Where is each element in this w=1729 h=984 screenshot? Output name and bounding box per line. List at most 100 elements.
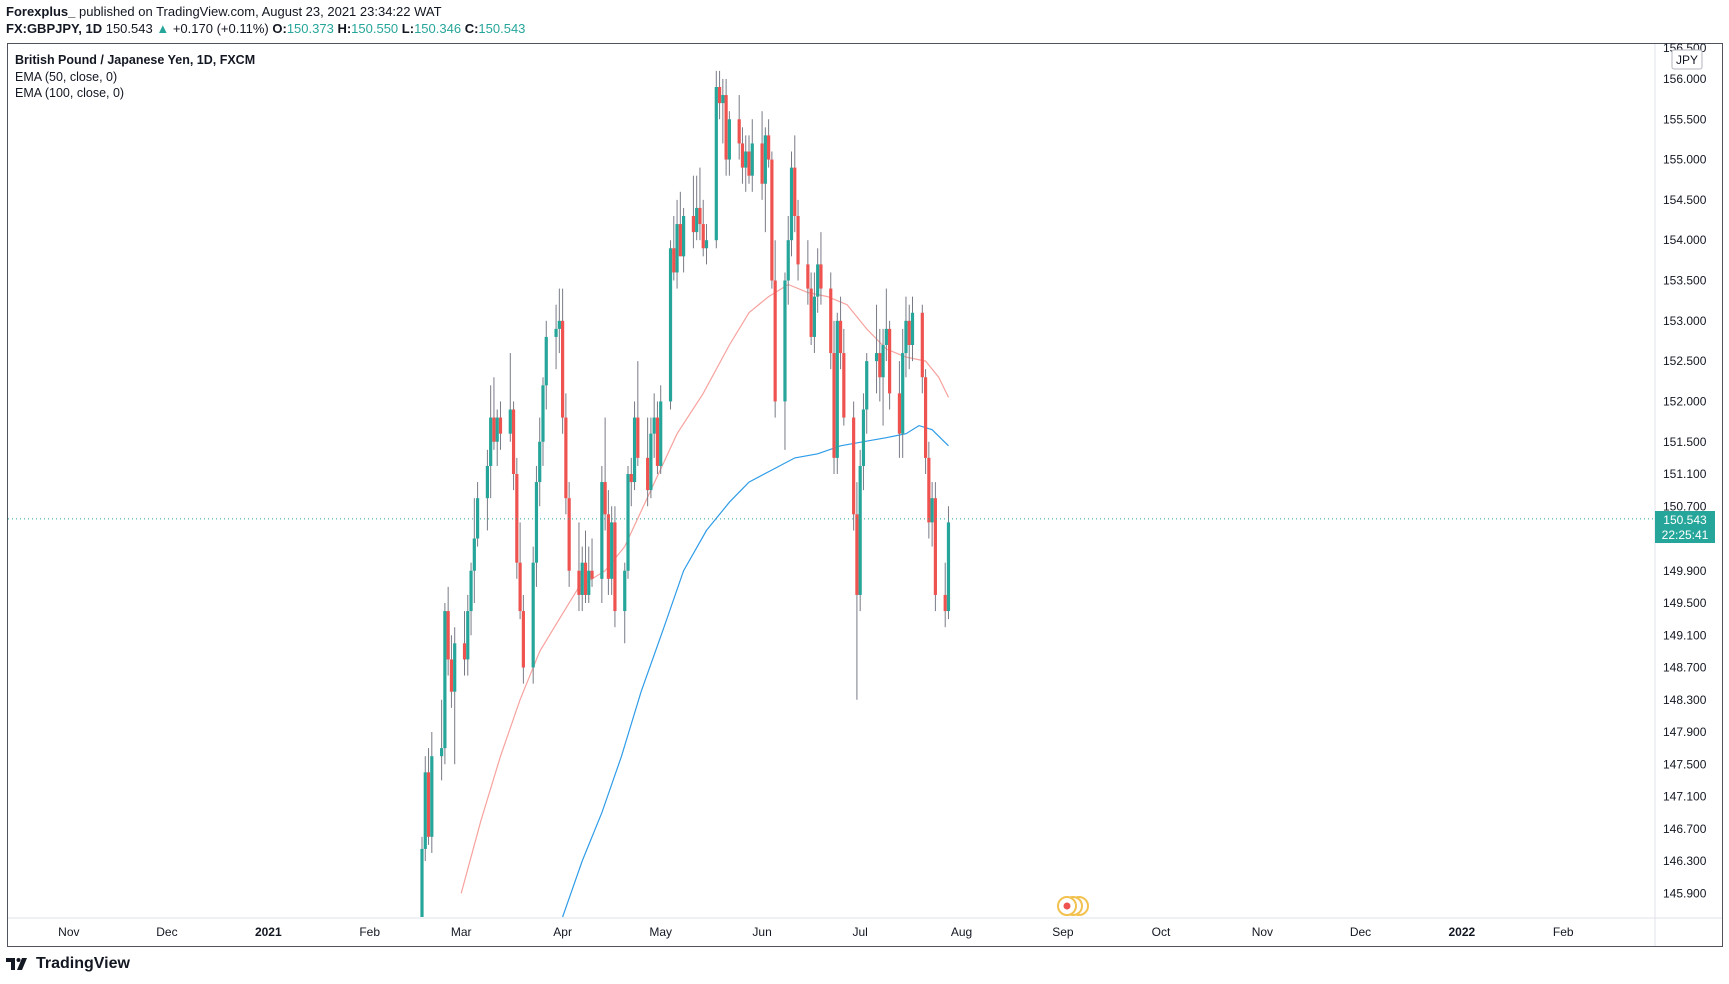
candle-body [626,474,630,571]
candle-body [583,562,588,595]
legend-ema50[interactable]: EMA (50, close, 0) [15,69,118,84]
candle [646,417,650,507]
candle [920,304,924,394]
candle-body [521,611,525,668]
candle-body [668,248,673,402]
candle [655,401,660,474]
marker-dot [1063,902,1071,910]
x-tick-label: Aug [951,925,972,939]
candle-body [587,570,591,595]
ema100-line [562,424,949,918]
published-info: published on TradingView.com, August 23,… [78,4,442,19]
high-value: 150.550 [351,21,399,36]
author-name[interactable]: Forexplus_ [6,4,76,19]
candle [511,401,516,491]
y-tick-label: 146.700 [1663,822,1707,836]
candle-body [927,457,931,523]
low-label: L: [401,21,415,36]
candle [806,240,810,305]
candle [475,482,480,547]
candle-body [541,385,545,442]
candle-body [475,498,480,539]
candle [789,151,794,257]
candle-body [806,264,810,289]
candle-body [646,457,650,491]
y-tick-label: 155.500 [1663,112,1707,126]
candle [783,272,787,450]
candle [721,78,725,144]
close-label: C: [464,21,479,36]
candle-body [809,288,813,337]
candle-body [449,659,454,692]
candle [838,296,843,370]
candle-body [930,498,934,523]
candle-body [580,562,584,595]
candle-body [469,570,473,612]
candle [443,603,447,765]
candle [472,498,476,603]
candle-body [603,482,607,515]
y-tick-label: 151.100 [1663,467,1707,481]
candle [829,272,833,370]
candle-body [508,409,512,434]
candle-body [423,772,427,849]
candle [613,506,617,628]
x-tick-label: Mar [451,925,472,939]
x-tick-label: Oct [1152,925,1171,939]
legend-ema100[interactable]: EMA (100, close, 0) [15,86,125,100]
y-tick-label: 151.500 [1663,435,1707,449]
candle-body [829,288,833,354]
x-tick-label: Dec [156,925,177,939]
candle [453,627,457,765]
candle-body [698,207,702,225]
candle [910,296,915,362]
y-tick-label: 149.500 [1663,596,1707,610]
candle [698,167,702,241]
y-tick-label: 152.500 [1663,354,1707,368]
candle-body [933,498,937,595]
candle [717,70,722,120]
candle-body [793,167,797,216]
candle-body [577,570,581,595]
candle-body [538,441,542,483]
candle-body [453,643,457,692]
y-tick-label: 147.500 [1663,757,1707,771]
chart-legend[interactable]: British Pound / Japanese Yen, 1D, FXCM E… [15,52,255,102]
candle-body [943,594,947,612]
candle-body [816,264,820,297]
x-tick-label: Sep [1052,925,1074,939]
candle [668,240,673,410]
candle [423,756,427,861]
candle [649,417,653,499]
candle [440,699,444,781]
candle-body [865,361,869,410]
candle-body [649,433,653,491]
candle-body [495,417,499,442]
replay-marker-icon[interactable] [1057,896,1089,916]
candle-body [904,320,908,354]
candle-body [727,119,731,160]
candle [704,224,709,265]
candle [554,304,558,370]
candle-body [691,216,696,233]
candle-body [855,514,859,595]
candle [518,522,522,620]
tradingview-logo[interactable]: TradingView [6,955,130,973]
x-tick-label: 2021 [255,925,282,939]
candle [603,417,607,531]
high-label: H: [337,21,352,36]
candle-body [858,465,862,595]
candle-body [701,224,705,249]
candle-body [492,417,496,442]
candle [714,70,718,249]
candle-body [652,417,656,434]
x-tick-label: May [649,925,672,939]
candle-body [561,320,565,418]
candle-body [678,224,682,257]
candle-body [420,848,424,917]
currency-badge-box[interactable] [1671,49,1703,70]
candle-body [426,772,431,837]
x-tick-label: Apr [553,925,572,939]
candle [561,288,565,434]
